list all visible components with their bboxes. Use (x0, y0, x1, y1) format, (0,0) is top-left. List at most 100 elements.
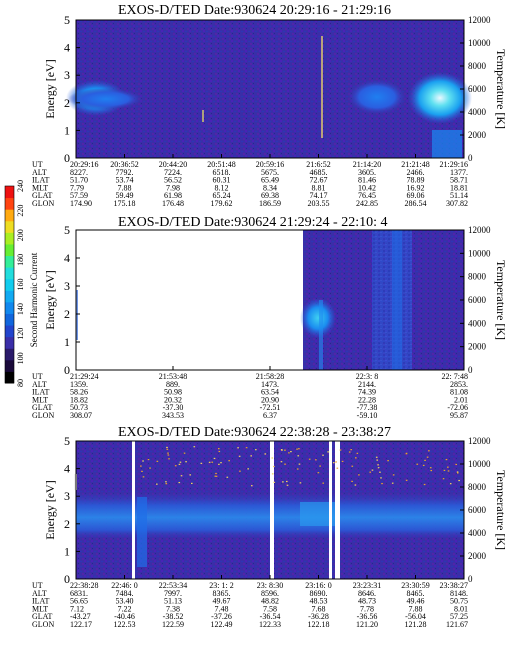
ion-dot (380, 477, 382, 479)
y-tick-label: 2 (64, 96, 70, 110)
colorbar-swatch (5, 232, 14, 245)
colorbar-swatch (5, 267, 14, 280)
orbit-table-cell: 49.67 (213, 597, 231, 606)
orbit-table-cell: 23:38:27 (440, 581, 468, 590)
orbit-table-cell: 7.78 (360, 604, 374, 613)
ion-dot (456, 471, 459, 473)
ion-dot (456, 472, 459, 474)
ion-dot (298, 463, 301, 465)
ion-dot (247, 468, 249, 470)
orbit-table-cell: 8690. (310, 589, 328, 598)
colorbar-swatch (5, 186, 14, 199)
colorbar-swatch (5, 359, 14, 372)
ion-dot (354, 484, 357, 486)
orbit-row-label: GLON (32, 411, 54, 420)
ion-dot (167, 454, 170, 456)
panel2-edge-trace (76, 290, 78, 340)
y-right-tick-label: 12000 (468, 436, 491, 446)
panel3-structure-left (137, 497, 147, 567)
orbit-table-cell: 81.08 (450, 388, 468, 397)
ion-dot (447, 470, 450, 472)
colorbar-tick-label: 160 (16, 279, 25, 291)
orbit-table-cell: 10.42 (358, 183, 376, 192)
orbit-table-cell: 23:30:59 (401, 581, 429, 590)
ion-dot (354, 457, 357, 459)
panel3-y-label-right: Temperature [K] (494, 470, 505, 550)
ion-dot (140, 465, 142, 467)
orbit-table-cell: 174.90 (70, 199, 92, 208)
ion-dot (308, 458, 311, 460)
ion-dot (156, 483, 158, 485)
y-right-tick-label: 4000 (468, 318, 487, 328)
orbit-table-cell: -40.46 (114, 612, 135, 621)
orbit-table-cell: 175.18 (114, 199, 136, 208)
orbit-table-cell: 122.49 (211, 620, 233, 629)
orbit-table-cell: 2466. (407, 168, 425, 177)
orbit-table-cell: -37.26 (211, 612, 232, 621)
ion-dot (165, 481, 167, 483)
colorbar-swatch (5, 290, 14, 303)
ion-dot (156, 460, 159, 462)
panel3-orbit-table: UTALTILATMLTGLATGLON22:38:286831.56.657.… (32, 575, 468, 629)
panel1-y-label: Energy [eV] (43, 59, 57, 118)
panel3-y-ticks: 0 1 2 3 4 5 (64, 434, 80, 586)
orbit-table-cell: 95.87 (450, 411, 468, 420)
orbit-table-cell: 121.67 (446, 620, 468, 629)
ion-dot (147, 458, 150, 461)
panel3-gap-4 (335, 441, 340, 579)
orbit-table-cell: 20.90 (261, 395, 279, 404)
orbit-table-cell: -72.51 (260, 403, 281, 412)
orbit-table-cell: 21:29:16 (440, 160, 468, 169)
ion-dot (348, 451, 351, 453)
orbit-table-cell: 21:6:52 (306, 160, 330, 169)
orbit-table-cell: 7.12 (70, 604, 84, 613)
orbit-table-cell: 1473. (261, 380, 279, 389)
ion-dot (193, 446, 196, 448)
ion-dot (379, 471, 381, 473)
y-tick-label: 4 (64, 251, 70, 265)
ion-dot (371, 469, 374, 471)
panel1-blob-right (408, 72, 472, 124)
ion-dot (211, 461, 214, 463)
ion-dot (179, 461, 182, 463)
ion-dot (336, 467, 339, 469)
ion-dot (424, 459, 426, 461)
orbit-table-cell: 7.48 (215, 604, 229, 613)
ion-dot (178, 481, 181, 484)
orbit-table-cell: 7224. (164, 168, 182, 177)
orbit-table-cell: 3605. (358, 168, 376, 177)
colorbar-swatch (5, 301, 14, 314)
orbit-table-cell: 8646. (358, 589, 376, 598)
panel1-spike-21-6 (321, 36, 323, 138)
orbit-table-cell: 4685. (310, 168, 328, 177)
ion-dot (356, 452, 359, 454)
colorbar-swatch (5, 278, 14, 291)
y-tick-label: 0 (64, 572, 70, 586)
y-right-tick-label: 8000 (468, 61, 487, 71)
y-right-tick-label: 10000 (468, 459, 491, 469)
orbit-table-cell: -72.06 (447, 403, 468, 412)
ion-dot (264, 453, 267, 455)
orbit-table-cell: 22:53:34 (159, 581, 187, 590)
colorbar-label: Second Harmonic Current (29, 252, 39, 347)
ion-dot (228, 460, 230, 462)
panel3-y-label: Energy [eV] (43, 480, 57, 539)
panel2-low-stripe (319, 300, 323, 370)
y-right-tick-label: 8000 (468, 482, 487, 492)
colorbar: 80 100 120 140 160 180 200 220 240 Second Harmon… (4, 180, 39, 387)
orbit-table-cell: 51.14 (450, 191, 468, 200)
ion-dot (174, 465, 177, 467)
orbit-row-label: UT (32, 372, 43, 381)
ion-dot (319, 465, 321, 467)
y-tick-label: 0 (64, 151, 70, 165)
ion-dot (284, 463, 286, 465)
orbit-table-cell: 20:44:20 (159, 160, 187, 169)
panel3-gap-1 (132, 441, 135, 579)
y-right-tick-label: 0 (468, 365, 473, 375)
ion-dot (351, 465, 354, 467)
orbit-table-cell: 16.92 (407, 183, 425, 192)
ion-dot (422, 464, 425, 467)
panel3-y-ticks-right: 0 2000 4000 6000 8000 10000 12000 (460, 436, 491, 584)
orbit-table-cell: 69.38 (261, 191, 279, 200)
ion-dot (168, 458, 170, 460)
